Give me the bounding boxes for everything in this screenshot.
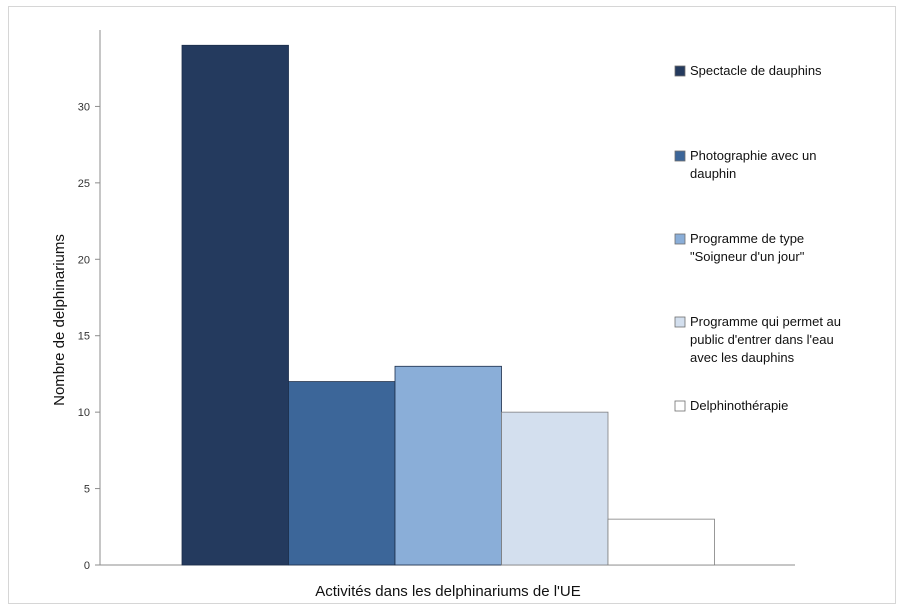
- bar: [181, 44, 289, 566]
- legend-label: Programme qui permet au: [690, 314, 841, 329]
- y-tick-label: 5: [84, 484, 90, 496]
- bars: [181, 44, 715, 566]
- legend: Spectacle de dauphins Photographie avec u…: [674, 63, 841, 413]
- bar: [501, 411, 609, 566]
- chart-frame: [8, 6, 896, 604]
- y-axis: 0 5 10 15 20 25 30: [78, 30, 101, 572]
- legend-label: dauphin: [690, 166, 736, 181]
- legend-item: Photographie avec un dauphin: [674, 148, 816, 181]
- bar: [288, 381, 396, 566]
- legend-label: Delphinothérapie: [690, 398, 788, 413]
- legend-swatch: [674, 65, 686, 77]
- legend-swatch: [674, 150, 686, 162]
- legend-item: Programme de type "Soigneur d'un jour": [674, 231, 805, 264]
- y-tick-label: 25: [78, 178, 90, 190]
- legend-swatch: [674, 400, 686, 412]
- bar: [607, 518, 715, 566]
- y-tick-label: 20: [78, 254, 90, 266]
- legend-swatch: [674, 233, 686, 245]
- y-tick-label: 30: [78, 101, 90, 113]
- legend-swatch: [674, 316, 686, 328]
- legend-item: Programme qui permet au public d'entrer d…: [674, 314, 841, 365]
- y-tick-label: 15: [78, 331, 90, 343]
- legend-item: Delphinothérapie: [674, 398, 788, 413]
- legend-label: avec les dauphins: [690, 350, 795, 365]
- legend-item: Spectacle de dauphins: [674, 63, 822, 78]
- x-axis-title: Activités dans les delphinariums de l'UE: [315, 583, 581, 600]
- y-tick-label: 10: [78, 407, 90, 419]
- y-axis-title: Nombre de delphinariums: [51, 234, 68, 406]
- legend-label: public d'entrer dans l'eau: [690, 332, 834, 347]
- legend-label: Spectacle de dauphins: [690, 63, 822, 78]
- y-tick-label: 0: [84, 560, 90, 572]
- legend-label: Programme de type: [690, 231, 804, 246]
- bar: [394, 365, 502, 566]
- legend-label: "Soigneur d'un jour": [690, 249, 805, 264]
- legend-label: Photographie avec un: [690, 148, 816, 163]
